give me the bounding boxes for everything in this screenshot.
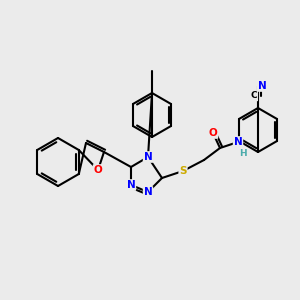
Text: H: H [239, 148, 247, 158]
Text: N: N [234, 137, 242, 147]
Text: O: O [208, 128, 217, 138]
Text: C: C [251, 92, 257, 100]
Text: N: N [144, 152, 152, 162]
Text: N: N [144, 187, 152, 197]
Text: O: O [94, 165, 102, 175]
Text: N: N [258, 81, 266, 91]
Text: S: S [179, 166, 187, 176]
Text: N: N [127, 180, 135, 190]
